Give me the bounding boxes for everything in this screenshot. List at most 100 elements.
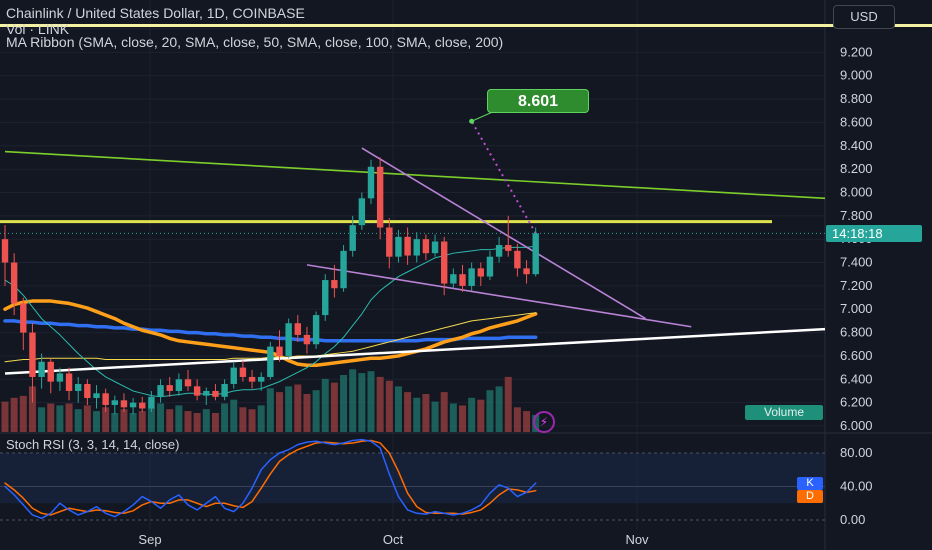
candle-body: [514, 250, 521, 269]
candle-body: [349, 225, 356, 251]
stoch-band: [0, 453, 825, 504]
price-tick-label: 9.200: [840, 44, 873, 59]
candles: [1, 157, 539, 415]
candle-body: [468, 268, 475, 286]
time-tick-label: Sep: [138, 532, 161, 547]
candle-body: [431, 241, 439, 254]
volume-bar: [157, 403, 165, 432]
volume-bar: [285, 386, 293, 432]
candle-body: [10, 262, 18, 304]
volume-bar: [147, 407, 155, 432]
volume-bar: [321, 378, 329, 432]
volume-bar: [431, 401, 439, 432]
candle-body: [477, 268, 484, 277]
candle-body: [111, 400, 118, 405]
candle-body: [239, 367, 247, 377]
candle-body: [367, 166, 375, 199]
volume-bar: [486, 390, 494, 432]
volume-bar: [138, 411, 146, 432]
trendline-white: [4, 327, 826, 375]
stoch-rsi-pane: [0, 438, 825, 521]
candle-body: [495, 245, 503, 257]
trendlines[interactable]: [4, 109, 826, 375]
time-axis[interactable]: Sep Oct Nov: [138, 532, 649, 547]
horizontal-lines[interactable]: [0, 23, 932, 234]
target-price-label[interactable]: 8.601: [487, 89, 589, 113]
candle-body: [322, 280, 329, 316]
candle-body: [422, 239, 430, 254]
volume-bar: [102, 407, 110, 432]
volume-bar: [276, 392, 283, 432]
candle-body: [203, 390, 210, 396]
volume-bar: [404, 392, 412, 432]
volume-bar: [257, 405, 265, 432]
trendline-green: [4, 150, 826, 200]
price-tick-label: 6.200: [840, 395, 873, 410]
candle-body: [459, 274, 466, 286]
price-tick-label: 6.800: [840, 325, 873, 340]
price-tick-label: 6.400: [840, 371, 873, 386]
volume-bar: [193, 413, 201, 432]
volume-tag: Volume: [745, 405, 823, 420]
candle-body: [75, 383, 82, 391]
stoch-rsi-legend[interactable]: Stoch RSI (3, 3, 14, 14, close): [6, 437, 180, 452]
lightning-icon[interactable]: ⚡: [533, 411, 555, 433]
ma-ribbon-legend[interactable]: MA Ribbon (SMA, close, 20, SMA, close, 5…: [6, 34, 504, 50]
volume-bar: [294, 384, 302, 432]
candle-body: [84, 383, 91, 398]
volume-bar: [376, 376, 384, 432]
candle-body: [65, 373, 73, 391]
candle-body: [450, 274, 457, 284]
price-axis[interactable]: 9.200 9.000 8.800 8.600 8.400 8.200 8.000 7.800…: [840, 44, 873, 527]
price-tick-label: 7.400: [840, 255, 873, 270]
price-tick-label: 7.200: [840, 278, 873, 293]
volume-bar: [248, 409, 256, 432]
stoch-tick-label: 0.00: [840, 512, 865, 527]
candle-body: [157, 385, 164, 397]
candle-body: [102, 393, 109, 405]
candle-body: [56, 373, 64, 382]
candle-body: [376, 166, 384, 228]
candle-body: [276, 346, 283, 356]
stoch-tick-label: 80.00: [840, 445, 873, 460]
volume-bar: [65, 403, 73, 432]
volume-bar: [459, 405, 466, 432]
trendline-purple: [361, 147, 646, 320]
time-tick-label: Oct: [383, 532, 404, 547]
volume-bar: [303, 394, 311, 432]
volume-legend[interactable]: Vol · LINK: [6, 21, 70, 37]
candle-body: [175, 379, 183, 391]
candle-body: [404, 236, 411, 256]
price-tick-label: 8.400: [840, 138, 873, 153]
candle-body: [221, 383, 228, 397]
volume-bar: [394, 386, 402, 432]
candle-body: [285, 323, 292, 356]
candle-body: [486, 256, 494, 277]
price-tick-label: 8.000: [840, 184, 873, 199]
volume-bar: [504, 376, 512, 432]
stoch-d-tag: D: [797, 490, 823, 503]
candle-body: [505, 245, 512, 251]
currency-button[interactable]: USD: [833, 5, 895, 29]
candle-body: [20, 303, 27, 333]
candle-body: [230, 367, 237, 384]
volume-bar: [312, 390, 320, 432]
symbol-title[interactable]: Chainlink / United States Dollar, 1D, CO…: [6, 5, 305, 21]
candle-body: [395, 236, 402, 257]
volume-bar: [93, 411, 100, 432]
time-tick-label: Nov: [625, 532, 649, 547]
candle-body: [532, 233, 539, 275]
candle-body: [166, 385, 173, 391]
candle-body: [139, 402, 146, 409]
volume-bar: [166, 409, 174, 432]
candle-body: [120, 400, 128, 408]
candle-body: [258, 376, 265, 382]
candle-body: [93, 393, 100, 398]
volume-bar: [367, 371, 375, 432]
trendline-purple: [306, 264, 692, 328]
stoch-k-line: [4, 438, 537, 520]
volume-bar: [211, 413, 219, 432]
candle-body: [358, 198, 366, 226]
candle-body: [38, 361, 45, 377]
